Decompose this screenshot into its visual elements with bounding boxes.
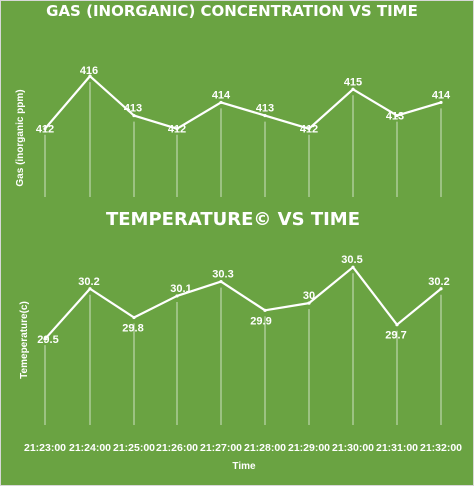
gas-line-segment — [395, 101, 443, 117]
gas-data-point — [219, 100, 223, 105]
gas-data-point — [307, 127, 311, 131]
x-tick-label: 21:30:00 — [332, 442, 374, 454]
x-tick-label: 21:24:00 — [69, 442, 111, 454]
x-tick-label: 21:29:00 — [288, 442, 330, 454]
temp-data-point — [263, 308, 267, 312]
x-tick-label: 21:28:00 — [244, 442, 286, 454]
temp-data-label: 30.5 — [341, 254, 362, 266]
gas-data-label: 416 — [80, 65, 98, 77]
temp-line-segment — [351, 266, 399, 326]
temp-data-point — [88, 287, 92, 291]
gas-data-label: 413 — [124, 103, 142, 115]
gas-data-point — [351, 87, 355, 91]
gas-line-segment — [263, 114, 311, 130]
x-tick-label: 21:31:00 — [376, 442, 418, 454]
x-tick-label: 21:26:00 — [156, 442, 198, 454]
gas-line-segment — [132, 114, 179, 130]
x-axis-label: Time — [232, 461, 256, 472]
gas-data-point — [43, 127, 47, 131]
temp-data-label: 29.9 — [250, 315, 271, 327]
x-tick-label: 21:27:00 — [200, 442, 242, 454]
temp-data-point — [439, 287, 443, 291]
temp-chart-title: TEMPERATURE© VS TIME — [106, 209, 360, 230]
x-tick-label: 21:23:00 — [24, 442, 66, 454]
temp-data-label: 30.2 — [78, 276, 99, 288]
temp-data-label: 30 — [303, 290, 315, 302]
gas-data-label: 413 — [386, 111, 404, 123]
gas-line-segment — [88, 75, 136, 117]
temp-line-segment — [307, 266, 355, 305]
x-tick-label: 21:32:00 — [420, 442, 462, 454]
temp-line-segment — [263, 302, 311, 312]
gas-y-axis-label: Gas (inorganic ppm) — [15, 89, 26, 186]
temp-data-label: 29.8 — [122, 323, 143, 335]
gas-line-segment — [351, 88, 399, 117]
temp-data-point — [175, 294, 179, 298]
gas-line-segment — [43, 75, 92, 130]
gas-plot-area: 412 416 413 412 414 413 412 415 413 414 — [36, 65, 451, 197]
temp-data-point — [132, 315, 136, 320]
gas-data-point — [395, 113, 399, 118]
temp-data-point — [43, 337, 47, 341]
temp-data-label: 29.7 — [385, 330, 406, 342]
x-axis-ticks: 21:23:00 21:24:00 21:25:00 21:26:00 21:27:00… — [24, 442, 462, 454]
gas-chart-title: GAS (INORGANIC) CONCENTRATION VS TIME — [46, 2, 418, 20]
temp-line-segment — [395, 287, 443, 326]
temp-line-segment — [88, 287, 136, 319]
gas-data-label: 412 — [300, 124, 318, 136]
temp-y-axis-label: Temeperature(c) — [19, 301, 30, 379]
gas-data-point — [88, 74, 92, 78]
gas-data-point — [175, 127, 179, 131]
temp-data-label: 30.3 — [212, 269, 233, 281]
gas-line-segment — [307, 88, 355, 130]
temp-line-segment — [132, 294, 179, 319]
temp-data-point — [219, 279, 223, 284]
gas-data-point — [439, 100, 443, 105]
temp-data-point — [351, 265, 355, 269]
temp-data-point — [307, 301, 311, 305]
temp-data-label: 29.5 — [37, 334, 58, 346]
gas-data-label: 414 — [212, 89, 231, 101]
gas-data-label: 412 — [168, 124, 186, 136]
gas-line-segment — [219, 101, 267, 117]
gas-data-label: 413 — [256, 103, 274, 115]
gas-data-label: 414 — [432, 89, 451, 101]
gas-data-label: 415 — [344, 76, 362, 88]
temp-line-segment — [219, 280, 267, 312]
temp-plot-area: 29.5 30.2 29.8 30.1 30.3 29.9 30 30.5 29.7 30.2 — [37, 254, 450, 425]
temp-line-segment — [175, 280, 223, 298]
gas-line-segment — [175, 101, 223, 130]
temp-data-label: 30.1 — [170, 283, 191, 295]
temp-data-label: 30.2 — [428, 276, 449, 288]
temp-data-point — [395, 323, 399, 327]
gas-data-point — [263, 113, 267, 118]
x-tick-label: 21:25:00 — [113, 442, 155, 454]
gas-data-label: 412 — [36, 124, 54, 136]
temp-line-segment — [43, 287, 92, 341]
gas-data-point — [132, 113, 136, 118]
